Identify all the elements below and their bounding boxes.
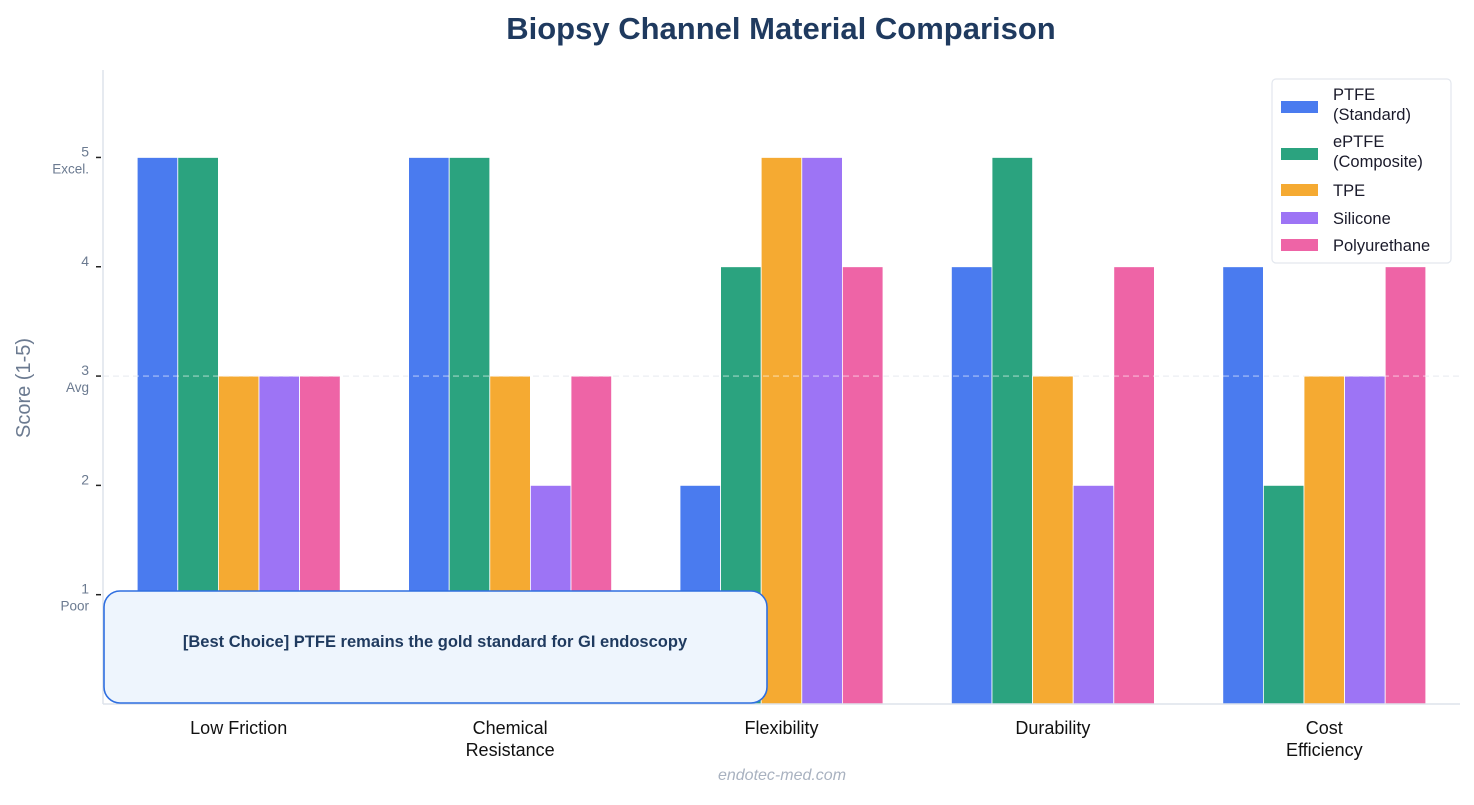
bar-1-3 bbox=[991, 157, 1033, 705]
y-tick-sublabel: Avg bbox=[66, 380, 89, 395]
x-tick-label: Chemical bbox=[473, 718, 548, 738]
y-tick-sublabel: Poor bbox=[60, 599, 89, 614]
footer-watermark: endotec-med.com bbox=[718, 767, 846, 784]
bar-0-4 bbox=[1222, 266, 1264, 705]
bar-1-4 bbox=[1263, 484, 1305, 705]
bar-4-4 bbox=[1384, 266, 1427, 705]
y-tick-label: 3 bbox=[81, 362, 89, 378]
y-tick-label: 5 bbox=[81, 143, 89, 159]
x-tick-label: Flexibility bbox=[744, 718, 818, 738]
x-tick-label: Low Friction bbox=[190, 718, 287, 738]
legend-label: Silicone bbox=[1333, 210, 1391, 228]
y-tick-label: 4 bbox=[81, 253, 89, 269]
annotation-callout: [Best Choice] PTFE remains the gold stan… bbox=[103, 590, 768, 704]
legend-label: (Standard) bbox=[1333, 106, 1411, 124]
bar-0-3 bbox=[951, 266, 993, 705]
bar-2-2 bbox=[760, 157, 803, 705]
annotation-text: [Best Choice] PTFE remains the gold stan… bbox=[183, 633, 688, 651]
chart-title: Biopsy Channel Material Comparison bbox=[506, 11, 1056, 46]
y-axis-label: Score (1-5) bbox=[13, 338, 35, 438]
bar-2-4 bbox=[1303, 375, 1345, 705]
bar-4-2 bbox=[842, 266, 884, 705]
legend-label: ePTFE bbox=[1333, 133, 1384, 151]
legend-swatch bbox=[1281, 184, 1318, 196]
x-tick-label: Durability bbox=[1015, 718, 1090, 738]
bar-3-3 bbox=[1072, 484, 1115, 705]
legend-label: Polyurethane bbox=[1333, 237, 1430, 255]
annotation-box bbox=[103, 590, 768, 704]
legend-swatch bbox=[1281, 212, 1318, 224]
y-tick-label: 2 bbox=[81, 471, 89, 487]
legend-swatch bbox=[1281, 101, 1318, 113]
bar-2-3 bbox=[1032, 375, 1074, 705]
bar-3-2 bbox=[801, 157, 843, 705]
legend-label: TPE bbox=[1333, 182, 1365, 200]
legend-swatch bbox=[1281, 148, 1318, 160]
legend-swatch bbox=[1281, 239, 1318, 251]
y-tick-sublabel: Excel. bbox=[52, 161, 89, 176]
bar-3-4 bbox=[1344, 375, 1386, 705]
y-tick-label: 1 bbox=[81, 581, 89, 597]
x-tick-label: Efficiency bbox=[1286, 740, 1363, 760]
x-tick-label: Resistance bbox=[466, 740, 555, 760]
legend: PTFE (Standard) ePTFE (Composite) TPE Silicon… bbox=[1271, 78, 1452, 264]
legend-label: (Composite) bbox=[1333, 153, 1423, 171]
legend-label: PTFE bbox=[1333, 86, 1375, 104]
x-tick-label: Cost bbox=[1306, 718, 1343, 738]
bar-4-3 bbox=[1113, 266, 1155, 705]
